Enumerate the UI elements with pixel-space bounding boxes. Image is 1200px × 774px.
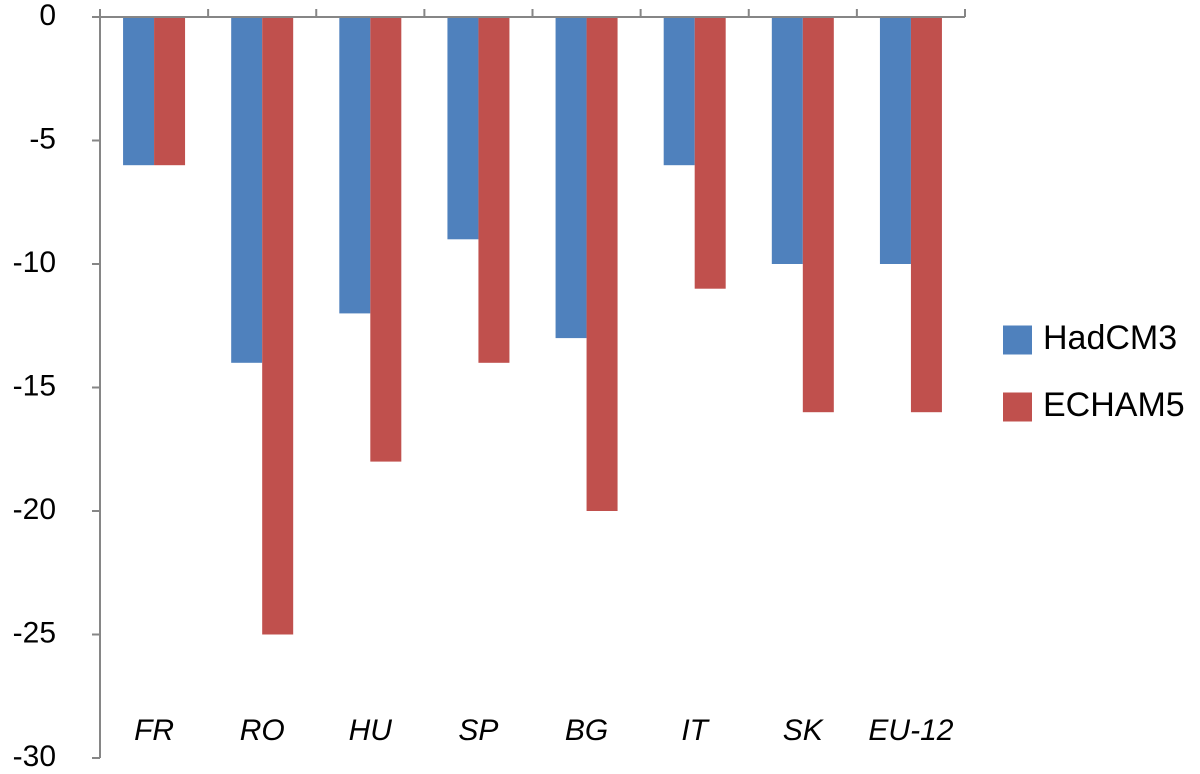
bar-hadcm3-eu-12 [879,17,911,264]
x-category-label: RO [240,714,285,747]
bar-echam5-bg [586,17,618,511]
bar-echam5-fr [154,17,186,166]
x-category-label: FR [134,714,174,747]
bar-hadcm3-sk [771,17,803,264]
legend-swatch-echam5 [1003,392,1032,422]
y-tick-label: -15 [13,369,56,402]
y-tick-label: 0 [39,0,56,32]
bar-hadcm3-fr [123,17,155,166]
bars-group [123,17,942,635]
x-category-label: EU-12 [868,714,953,747]
bar-echam5-hu [370,17,402,462]
bar-echam5-sk [802,17,834,413]
legend-label-echam5: ECHAM5 [1043,386,1185,424]
y-tick-label: -5 [29,122,56,155]
y-tick-label: -25 [13,616,56,649]
legend-label-hadcm3: HadCM3 [1043,319,1177,357]
legend: HadCM3 ECHAM5 [1003,319,1185,424]
bar-hadcm3-ro [231,17,263,363]
bar-echam5-it [694,17,726,289]
x-category-label: BG [565,714,608,747]
y-tick-label: -10 [13,246,56,279]
bar-echam5-eu-12 [910,17,942,413]
y-tick-group: 0 -5 -10 -15 -20 -25 -30 [13,0,966,773]
bar-echam5-ro [262,17,294,635]
x-category-label: SP [458,714,498,747]
bar-hadcm3-it [663,17,695,166]
x-category-label: IT [681,714,710,747]
legend-swatch-hadcm3 [1003,325,1032,355]
x-category-label: SK [783,714,825,747]
bar-hadcm3-sp [447,17,479,240]
x-category-labels: FR RO HU SP BG IT SK EU-12 [134,714,954,747]
bar-hadcm3-hu [339,17,371,314]
bar-hadcm3-bg [555,17,587,339]
x-category-label: HU [349,714,393,747]
y-tick-label: -20 [13,493,56,526]
axes-group [99,16,965,758]
bar-echam5-sp [478,17,510,363]
y-tick-label: -30 [13,740,56,773]
